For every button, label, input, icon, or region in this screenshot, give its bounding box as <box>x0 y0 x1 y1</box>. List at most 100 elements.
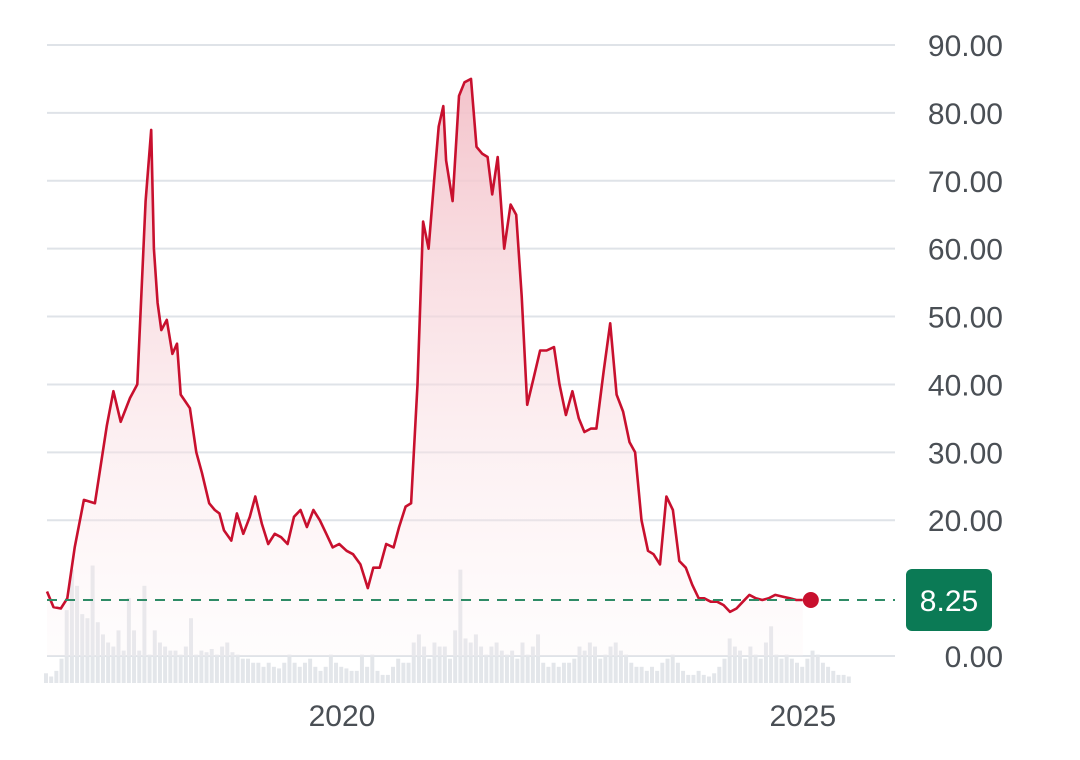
y-tick-label: 60.00 <box>928 234 1003 267</box>
volume-bar <box>313 666 318 683</box>
volume-bar <box>826 666 831 683</box>
volume-bar <box>240 658 245 683</box>
current-price-badge-bg <box>906 569 992 631</box>
volume-bar <box>681 670 686 683</box>
volume-bar <box>639 666 644 683</box>
volume-bar <box>624 654 629 683</box>
volume-bar <box>266 662 271 683</box>
volume-bar <box>302 662 307 683</box>
volume-bar <box>199 650 204 683</box>
current-price-dot <box>802 591 819 608</box>
volume-bar <box>556 666 561 683</box>
volume-bar <box>422 646 427 683</box>
volume-bar <box>163 646 168 683</box>
volume-bar <box>717 666 722 683</box>
volume-bar <box>427 658 432 683</box>
volume-bar <box>582 650 587 683</box>
volume-bar <box>722 658 727 683</box>
volume-bar <box>100 634 105 683</box>
volume-bar <box>670 654 675 683</box>
volume-bar <box>525 654 530 683</box>
volume-bar <box>339 666 344 683</box>
x-tick-label: 2020 <box>309 700 376 733</box>
volume-bar <box>59 658 64 683</box>
volume-bar <box>365 666 370 683</box>
volume-bar <box>453 630 458 683</box>
volume-bar <box>178 654 183 683</box>
volume-bar <box>235 654 240 683</box>
volume-bar <box>137 650 142 683</box>
volume-bar <box>499 650 504 683</box>
volume-bar <box>380 674 385 683</box>
price-line-layer <box>45 77 803 614</box>
volume-bar <box>183 646 188 683</box>
volume-bar <box>748 646 753 683</box>
current-price-badge: 8.25 <box>906 569 992 631</box>
volume-bar <box>836 674 841 683</box>
volume-bar <box>401 662 406 683</box>
volume-bar <box>468 642 473 683</box>
volume-bar <box>650 666 654 683</box>
volume-bar <box>173 650 178 683</box>
volume-bar <box>271 666 276 683</box>
volume-bar <box>416 634 421 683</box>
x-tick-label: 2025 <box>769 700 836 733</box>
volume-bar <box>598 658 603 683</box>
volume-bar <box>686 674 691 683</box>
volume-bar <box>297 666 302 683</box>
volume-bar <box>152 630 157 683</box>
volume-bar <box>111 646 116 683</box>
volume-bar <box>613 642 618 683</box>
volume-bar <box>370 654 375 683</box>
volume-bar <box>251 662 256 683</box>
volume-bar <box>106 642 111 683</box>
volume-bar <box>44 673 48 683</box>
volume-bar <box>132 630 137 683</box>
volume-bar <box>805 658 810 683</box>
y-tick-label: 40.00 <box>928 369 1003 402</box>
volume-bar <box>800 666 805 683</box>
volume-bar <box>489 646 494 683</box>
volume-bar <box>334 662 339 683</box>
volume-bar <box>727 638 732 683</box>
volume-bar <box>712 673 717 683</box>
y-tick-label: 90.00 <box>928 30 1003 63</box>
volume-bar <box>54 670 59 683</box>
volume-bar <box>510 650 515 683</box>
volume-bar <box>292 662 297 683</box>
y-tick-label: 20.00 <box>928 505 1003 538</box>
volume-bar <box>194 654 199 683</box>
volume-bar <box>504 654 509 683</box>
volume-bar <box>168 650 173 683</box>
volume-bar <box>541 662 546 683</box>
volume-bar <box>691 674 696 683</box>
volume-bar <box>520 642 525 683</box>
volume-bar <box>375 670 380 683</box>
y-tick-label: 50.00 <box>928 302 1003 335</box>
volume-bar <box>551 662 556 683</box>
volume-bar <box>448 658 452 683</box>
y-axis-ticks: 90.00 80.00 70.00 60.00 50.00 40.00 30.00 20.00… <box>928 30 1003 674</box>
volume-bar <box>608 646 613 683</box>
volume-bar <box>660 662 665 683</box>
volume-bar <box>494 642 499 683</box>
volume-bar <box>795 662 800 683</box>
volume-bar <box>344 668 349 683</box>
volume-bar <box>618 650 623 683</box>
volume-bar <box>530 646 535 683</box>
volume-bar <box>323 666 328 683</box>
price-area-fill <box>47 78 803 656</box>
volume-bar <box>256 662 261 683</box>
volume-bar <box>546 666 551 683</box>
volume-bar <box>484 654 489 683</box>
price-area <box>47 78 803 656</box>
volume-bar <box>411 642 416 683</box>
volume-bar <box>696 670 701 683</box>
volume-bar <box>784 654 789 683</box>
volume-bar <box>634 666 639 683</box>
volume-bar <box>572 658 577 683</box>
volume-bar <box>732 646 737 683</box>
volume-bar <box>209 648 214 683</box>
volume-bar <box>473 634 478 683</box>
volume-bar <box>753 654 758 683</box>
